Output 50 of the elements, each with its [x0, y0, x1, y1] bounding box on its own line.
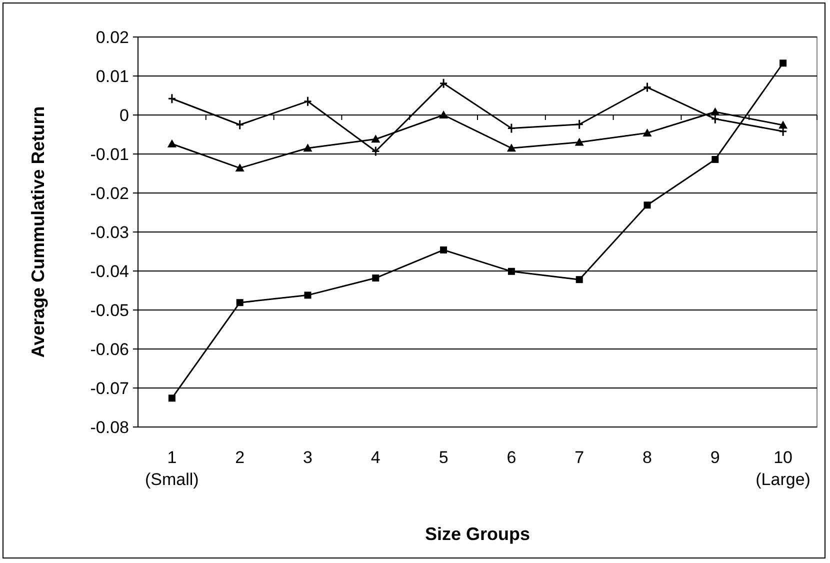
point: [303, 144, 312, 152]
point: [576, 276, 583, 284]
point: [506, 144, 516, 152]
point: [439, 78, 448, 89]
x-tick-label: 4: [370, 448, 380, 467]
point: [780, 60, 787, 67]
point: [235, 164, 244, 172]
point: [643, 82, 652, 93]
x-tick-label: 3: [303, 448, 312, 467]
y-tick-label: -0.08: [90, 418, 129, 437]
point: [644, 202, 651, 209]
y-tick-label: -0.02: [90, 184, 129, 203]
point: [236, 299, 244, 306]
point: [574, 138, 584, 146]
x-tick-label: 10 (Large): [756, 448, 810, 489]
point: [508, 268, 515, 275]
y-tick-label: 0: [120, 106, 129, 125]
point: [507, 123, 516, 134]
y-axis-title: Average Cummulative Return: [28, 106, 48, 358]
point: [439, 110, 448, 118]
y-tick-label: -0.03: [90, 222, 129, 242]
point: [440, 246, 448, 254]
point: [168, 394, 176, 402]
y-tick-label: 0.02: [96, 28, 129, 47]
point: [778, 120, 788, 129]
x-tick-label: 6: [506, 448, 516, 467]
y-tick-label: -0.04: [90, 262, 129, 281]
point: [575, 119, 584, 130]
x-axis-title: Size Groups: [424, 524, 530, 544]
point: [642, 128, 652, 136]
x-tick-label: 5: [438, 448, 448, 467]
point: [167, 139, 176, 148]
point: [304, 96, 312, 107]
point: [371, 134, 380, 143]
y-tick-label: 0.01: [96, 66, 129, 86]
y-tick-label: -0.01: [90, 144, 129, 164]
point: [710, 107, 720, 116]
point: [371, 146, 380, 157]
x-tick-label: 8: [642, 448, 652, 467]
x-tick-label: 7: [574, 448, 584, 467]
point: [712, 156, 719, 163]
y-tick-label: -0.05: [90, 300, 129, 320]
point: [236, 120, 244, 130]
x-tick-label: 1 (Small): [145, 448, 199, 489]
y-tick-label: -0.06: [90, 340, 129, 359]
y-tick-label: -0.07: [90, 378, 129, 398]
x-tick-label: 9: [710, 448, 720, 467]
x-tick-label: 2: [235, 448, 245, 467]
point: [304, 292, 312, 299]
point: [372, 274, 380, 282]
